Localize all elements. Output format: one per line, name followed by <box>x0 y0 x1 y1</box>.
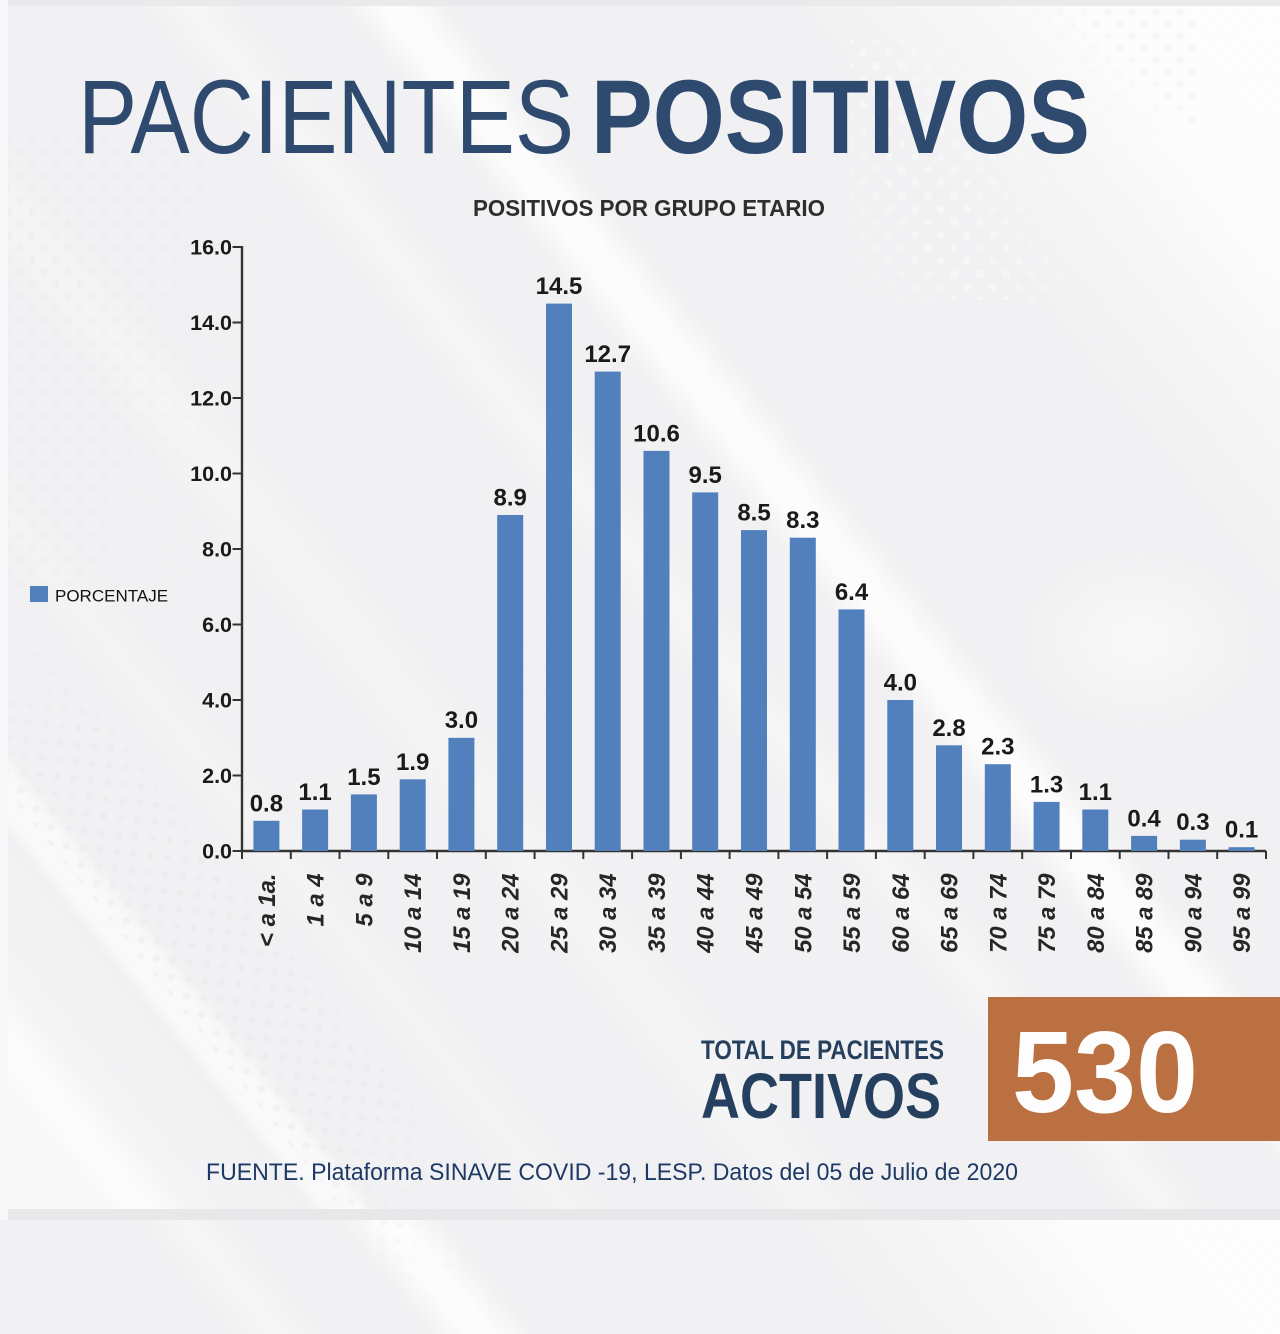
svg-text:40 a 44: 40 a 44 <box>693 874 720 954</box>
svg-text:0.1: 0.1 <box>1225 817 1258 844</box>
svg-text:10 a 14: 10 a 14 <box>400 874 427 953</box>
svg-text:12.0: 12.0 <box>190 387 232 411</box>
svg-text:75 a 79: 75 a 79 <box>1034 873 1061 953</box>
svg-text:14.5: 14.5 <box>536 273 583 300</box>
svg-text:6.0: 6.0 <box>202 613 232 637</box>
svg-text:16.0: 16.0 <box>190 236 232 260</box>
svg-text:25 a 29: 25 a 29 <box>547 873 574 954</box>
svg-text:TOTAL DE PACIENTES: TOTAL DE PACIENTES <box>701 1034 944 1065</box>
svg-text:2.8: 2.8 <box>932 715 965 742</box>
svg-text:1.1: 1.1 <box>298 779 331 806</box>
svg-text:4.0: 4.0 <box>202 689 232 713</box>
svg-text:0.4: 0.4 <box>1127 805 1161 832</box>
svg-text:8.3: 8.3 <box>786 507 819 534</box>
svg-text:3.0: 3.0 <box>445 707 478 734</box>
svg-text:95 a 99: 95 a 99 <box>1229 873 1256 953</box>
svg-text:< a 1a.: < a 1a. <box>254 874 281 947</box>
svg-text:6.4: 6.4 <box>835 579 869 606</box>
svg-text:POSITIVOS POR GRUPO ETARIO: POSITIVOS POR GRUPO ETARIO <box>473 195 825 221</box>
svg-text:ACTIVOS: ACTIVOS <box>701 1060 941 1132</box>
svg-text:8.9: 8.9 <box>494 485 527 512</box>
svg-text:0.8: 0.8 <box>250 790 283 817</box>
svg-text:1.5: 1.5 <box>347 764 380 791</box>
svg-text:20 a 24: 20 a 24 <box>498 874 525 954</box>
svg-text:PACIENTES: PACIENTES <box>78 59 574 176</box>
svg-text:0.3: 0.3 <box>1176 809 1209 836</box>
svg-text:35 a 39: 35 a 39 <box>644 873 671 953</box>
svg-text:10.0: 10.0 <box>190 462 232 486</box>
svg-text:9.5: 9.5 <box>689 462 722 489</box>
svg-text:12.7: 12.7 <box>584 341 631 368</box>
svg-text:90 a 94: 90 a 94 <box>1180 874 1207 953</box>
svg-text:30 a 34: 30 a 34 <box>595 874 622 953</box>
svg-text:70 a 74: 70 a 74 <box>985 874 1012 953</box>
svg-text:0.0: 0.0 <box>202 840 232 864</box>
svg-text:45 a 49: 45 a 49 <box>742 873 769 954</box>
svg-text:POSITIVOS: POSITIVOS <box>591 59 1090 176</box>
svg-text:2.0: 2.0 <box>202 764 232 788</box>
svg-text:2.3: 2.3 <box>981 734 1014 761</box>
svg-text:1 a 4: 1 a 4 <box>303 874 330 927</box>
svg-text:FUENTE. Plataforma SINAVE COVI: FUENTE. Plataforma SINAVE COVID -19, LES… <box>206 1159 1018 1186</box>
svg-text:50 a 54: 50 a 54 <box>790 874 817 953</box>
svg-text:5 a 9: 5 a 9 <box>351 873 378 927</box>
svg-text:8.0: 8.0 <box>202 538 232 562</box>
svg-text:530: 530 <box>1012 1007 1198 1137</box>
svg-text:80 a 84: 80 a 84 <box>1083 874 1110 953</box>
svg-text:PORCENTAJE: PORCENTAJE <box>55 587 168 606</box>
svg-text:10.6: 10.6 <box>633 420 680 447</box>
svg-text:60 a 64: 60 a 64 <box>888 874 915 953</box>
svg-text:14.0: 14.0 <box>190 311 232 335</box>
svg-text:85 a 89: 85 a 89 <box>1132 873 1159 953</box>
svg-text:65 a 69: 65 a 69 <box>937 873 964 953</box>
svg-text:4.0: 4.0 <box>884 670 917 697</box>
svg-text:1.1: 1.1 <box>1079 779 1112 806</box>
svg-text:1.9: 1.9 <box>396 749 429 776</box>
svg-text:55 a 59: 55 a 59 <box>839 873 866 953</box>
svg-text:1.3: 1.3 <box>1030 771 1063 798</box>
svg-text:15 a 19: 15 a 19 <box>449 873 476 953</box>
svg-text:8.5: 8.5 <box>737 500 770 527</box>
